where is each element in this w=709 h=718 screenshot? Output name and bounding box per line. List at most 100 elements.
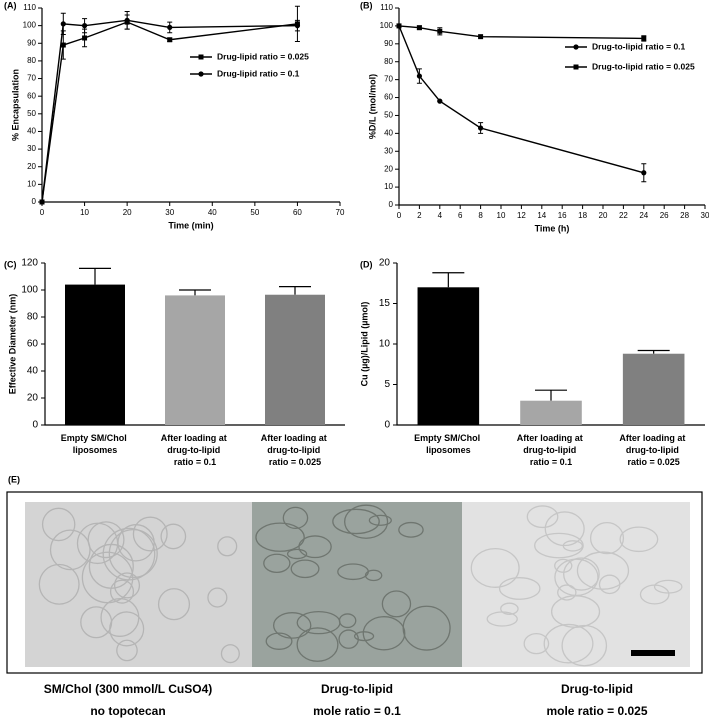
marker — [82, 35, 88, 41]
micrograph — [252, 502, 462, 667]
error-bar — [279, 286, 311, 295]
y-tick-label: 20 — [27, 393, 39, 404]
x-tick-label: 70 — [336, 208, 345, 217]
bar — [622, 353, 685, 425]
y-tick-label: 15 — [379, 298, 391, 309]
vesicle — [272, 612, 312, 639]
x-tick-label: 30 — [701, 211, 709, 220]
vesicle — [87, 521, 125, 559]
x-tick-label: After loading at drug-to-lipid ratio = 0… — [261, 433, 330, 467]
bar — [417, 287, 480, 425]
y-tick-label: 60 — [27, 339, 39, 350]
marker — [124, 17, 130, 23]
y-tick-label: 40 — [27, 366, 39, 377]
x-tick-label: 22 — [619, 211, 628, 220]
y-tick-label: 0 — [32, 420, 38, 431]
caption: Drug-to-lipid — [561, 682, 633, 696]
vesicle — [526, 505, 559, 529]
vesicle — [561, 624, 608, 667]
y-tick-label: 5 — [384, 379, 390, 390]
caption: mole ratio = 0.025 — [546, 704, 647, 718]
x-tick-label: 24 — [639, 211, 648, 220]
y-tick-label: 60 — [384, 93, 393, 102]
vesicle — [282, 506, 309, 530]
x-tick-label: 14 — [537, 211, 546, 220]
vesicle — [523, 632, 550, 655]
marker — [478, 34, 484, 40]
vesicle — [364, 569, 383, 582]
vesicle — [255, 522, 305, 552]
marker — [641, 35, 647, 41]
y-tick-label: 70 — [27, 74, 36, 83]
error-bar — [179, 289, 211, 296]
micrograph — [462, 502, 690, 667]
x-tick-label: 2 — [417, 211, 422, 220]
vesicle — [290, 559, 320, 579]
vesicle — [207, 587, 228, 608]
error-bar — [637, 349, 670, 354]
vesicle — [332, 508, 380, 535]
panel-label: (D) — [360, 259, 373, 269]
y-tick-label: 40 — [384, 128, 393, 137]
vesicle — [76, 522, 119, 565]
y-tick-label: 20 — [379, 258, 391, 269]
vesicle — [544, 511, 585, 547]
vesicle — [619, 526, 659, 553]
marker — [294, 23, 301, 29]
y-axis-label: % Encapsulation — [10, 69, 20, 141]
vesicle — [534, 532, 584, 559]
y-tick-label: 60 — [27, 91, 36, 100]
y-tick-label: 0 — [389, 200, 394, 209]
marker — [81, 23, 88, 29]
legend-marker — [573, 64, 579, 70]
marker — [60, 42, 66, 48]
x-tick-label: 50 — [250, 208, 259, 217]
y-tick-label: 90 — [384, 39, 393, 48]
y-axis-label: Cu (µg)/Lipid (µmol) — [359, 302, 369, 387]
x-tick-label: 8 — [478, 211, 483, 220]
legend-marker — [198, 71, 204, 77]
x-tick-label: Empty SM/Chol liposomes — [61, 433, 130, 455]
y-tick-label: 20 — [27, 162, 36, 171]
vesicle — [81, 551, 134, 604]
vesicle — [543, 623, 594, 664]
bar — [165, 295, 225, 425]
error-bar — [432, 272, 465, 288]
vesicle — [265, 632, 293, 650]
x-tick-label: 10 — [497, 211, 506, 220]
x-tick-label: 16 — [558, 211, 567, 220]
y-tick-label: 110 — [380, 3, 393, 12]
panel-label: (E) — [8, 474, 20, 484]
vesicle — [116, 639, 138, 662]
y-axis-label: %D/L (mol/mol) — [367, 74, 377, 139]
vesicle — [38, 563, 80, 605]
y-tick-label: 10 — [379, 339, 391, 350]
vesicle — [338, 613, 357, 629]
y-tick-label: 20 — [384, 164, 393, 173]
panel-e-frame — [6, 491, 703, 674]
vesicle — [109, 579, 135, 604]
y-tick-label: 30 — [27, 144, 36, 153]
legend-label: Drug-to-lipid ratio = 0.1 — [592, 41, 686, 51]
micrograph — [25, 502, 252, 667]
y-tick-label: 90 — [27, 38, 36, 47]
legend-label: Drug-to-lipid ratio = 0.025 — [592, 61, 695, 71]
vesicle — [220, 644, 240, 664]
caption: mole ratio = 0.1 — [313, 704, 401, 718]
y-tick-label: 50 — [27, 109, 36, 118]
vesicle — [160, 523, 187, 550]
bar — [265, 294, 325, 425]
vesicle — [362, 616, 406, 651]
error-bar — [535, 389, 567, 401]
marker — [478, 125, 484, 131]
vesicle — [398, 521, 424, 538]
marker — [437, 28, 443, 34]
caption: no topotecan — [90, 704, 165, 718]
y-tick-label: 120 — [21, 258, 38, 269]
vesicle — [554, 558, 599, 597]
marker — [437, 98, 443, 104]
caption: SM/Chol (300 mmol/L CuSO4) — [44, 682, 212, 696]
vesicle — [41, 507, 76, 542]
scale-bar — [631, 650, 675, 656]
